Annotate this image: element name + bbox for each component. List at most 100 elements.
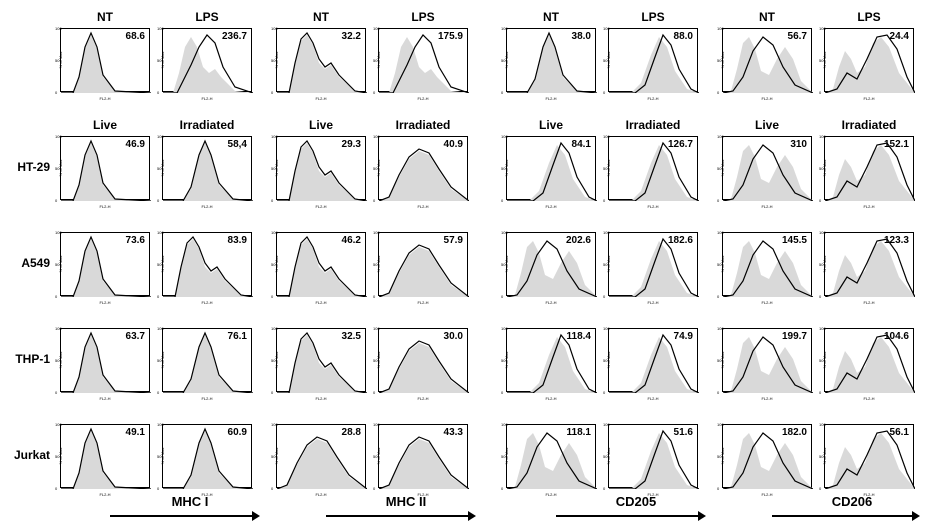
x-axis-label: FL2-H	[545, 96, 556, 101]
x-axis-label: FL2-H	[99, 204, 110, 209]
x-axis-label: FL2-H	[417, 396, 428, 401]
histogram-panel: 63.7% of MaxFL2-H050100	[60, 328, 150, 392]
panel-value: 68.6	[126, 31, 145, 42]
panel-value: 29.3	[342, 139, 361, 150]
histogram-panel: 73.6% of MaxFL2-H050100	[60, 232, 150, 296]
histogram-panel: 88.0% of MaxFL2-H050100	[608, 28, 698, 92]
col-head-second: Live	[722, 118, 812, 132]
x-axis-label: FL2-H	[647, 300, 658, 305]
x-axis-label: FL2-H	[99, 396, 110, 401]
col-head-second: Live	[276, 118, 366, 132]
panel-value: 28.8	[342, 427, 361, 438]
x-axis-label: FL2-H	[863, 300, 874, 305]
histogram-panel: 74.9% of MaxFL2-H050100	[608, 328, 698, 392]
panel-value: 118.1	[567, 427, 591, 438]
histogram-panel: 32.5% of MaxFL2-H050100	[276, 328, 366, 392]
panel-value: 49.1	[126, 427, 145, 438]
histogram-panel: 175.9% of MaxFL2-H050100	[378, 28, 468, 92]
panel-value: 83.9	[228, 235, 247, 246]
histogram-panel: 46.2% of MaxFL2-H050100	[276, 232, 366, 296]
panel-value: 236.7	[222, 31, 247, 42]
x-axis-label: FL2-H	[417, 96, 428, 101]
histogram-panel: 152.1% of MaxFL2-H050100	[824, 136, 914, 200]
histogram-panel: 118.1% of MaxFL2-H050100	[506, 424, 596, 488]
marker-label: CD206	[812, 494, 892, 509]
panel-value: 57.9	[444, 235, 463, 246]
col-head-top: LPS	[378, 10, 468, 24]
x-axis-label: FL2-H	[315, 204, 326, 209]
x-axis-label: FL2-H	[863, 96, 874, 101]
x-axis-label: FL2-H	[545, 300, 556, 305]
histogram-panel: 56.1% of MaxFL2-H050100	[824, 424, 914, 488]
col-head-top: NT	[276, 10, 366, 24]
panel-value: 51.6	[674, 427, 693, 438]
x-axis-label: FL2-H	[545, 204, 556, 209]
panel-value: 88.0	[674, 31, 693, 42]
x-axis-label: FL2-H	[99, 492, 110, 497]
x-axis-label: FL2-H	[315, 300, 326, 305]
panel-value: 32.2	[342, 31, 361, 42]
x-axis-label: FL2-H	[647, 96, 658, 101]
panel-value: 32.5	[342, 331, 361, 342]
col-head-second: Irradiated	[378, 118, 468, 132]
panel-value: 24.4	[890, 31, 909, 42]
col-head-top: NT	[722, 10, 812, 24]
x-axis-label: FL2-H	[647, 204, 658, 209]
x-axis-label: FL2-H	[761, 204, 772, 209]
panel-value: 46.2	[342, 235, 361, 246]
x-axis-label: FL2-H	[201, 300, 212, 305]
x-axis-label: FL2-H	[201, 204, 212, 209]
col-head-second: Irradiated	[608, 118, 698, 132]
panel-value: 145.5	[782, 235, 807, 246]
panel-value: 104.6	[884, 331, 909, 342]
panel-value: 56.1	[890, 427, 909, 438]
col-head-top: LPS	[162, 10, 252, 24]
histogram-panel: 84.1% of MaxFL2-H050100	[506, 136, 596, 200]
x-axis-label: FL2-H	[201, 396, 212, 401]
histogram-panel: 30.0% of MaxFL2-H050100	[378, 328, 468, 392]
x-axis-label: FL2-H	[863, 396, 874, 401]
col-head-top: NT	[506, 10, 596, 24]
histogram-panel: 24.4% of MaxFL2-H050100	[824, 28, 914, 92]
x-axis-label: FL2-H	[315, 96, 326, 101]
x-axis-label: FL2-H	[99, 300, 110, 305]
histogram-panel: 32.2% of MaxFL2-H050100	[276, 28, 366, 92]
histogram-panel: 126.7% of MaxFL2-H050100	[608, 136, 698, 200]
panel-value: 152.1	[884, 139, 909, 150]
histogram-panel: 28.8% of MaxFL2-H050100	[276, 424, 366, 488]
panel-value: 123.3	[884, 235, 909, 246]
histogram-panel: 40.9% of MaxFL2-H050100	[378, 136, 468, 200]
histogram-panel: 310% of MaxFL2-H050100	[722, 136, 812, 200]
col-head-second: Live	[60, 118, 150, 132]
x-axis-label: FL2-H	[647, 396, 658, 401]
panel-value: 60.9	[228, 427, 247, 438]
row-label: THP-1	[0, 352, 50, 366]
row-label: HT-29	[0, 160, 50, 174]
panel-value: 40.9	[444, 139, 463, 150]
panel-value: 182.0	[782, 427, 807, 438]
histogram-panel: 29.3% of MaxFL2-H050100	[276, 136, 366, 200]
histogram-panel: 56.7% of MaxFL2-H050100	[722, 28, 812, 92]
histogram-panel: 118.4% of MaxFL2-H050100	[506, 328, 596, 392]
panel-value: 63.7	[126, 331, 145, 342]
histogram-panel: 104.6% of MaxFL2-H050100	[824, 328, 914, 392]
x-axis-label: FL2-H	[201, 96, 212, 101]
x-axis-label: FL2-H	[761, 300, 772, 305]
col-head-top: LPS	[824, 10, 914, 24]
histogram-panel: 46.9% of MaxFL2-H050100	[60, 136, 150, 200]
panel-value: 202.6	[566, 235, 591, 246]
histogram-panel: 38.0% of MaxFL2-H050100	[506, 28, 596, 92]
panel-value: 30.0	[444, 331, 463, 342]
col-head-second: Live	[506, 118, 596, 132]
panel-value: 84.1	[572, 139, 591, 150]
histogram-panel: 236.7% of MaxFL2-H050100	[162, 28, 252, 92]
x-axis-label: FL2-H	[545, 396, 556, 401]
histogram-panel: 51.6% of MaxFL2-H050100	[608, 424, 698, 488]
x-axis-label: FL2-H	[315, 396, 326, 401]
panel-value: 310	[790, 139, 807, 150]
col-head-top: NT	[60, 10, 150, 24]
x-axis-label: FL2-H	[761, 396, 772, 401]
panel-value: 76.1	[228, 331, 247, 342]
histogram-panel: 49.1% of MaxFL2-H050100	[60, 424, 150, 488]
row-label: Jurkat	[0, 448, 50, 462]
